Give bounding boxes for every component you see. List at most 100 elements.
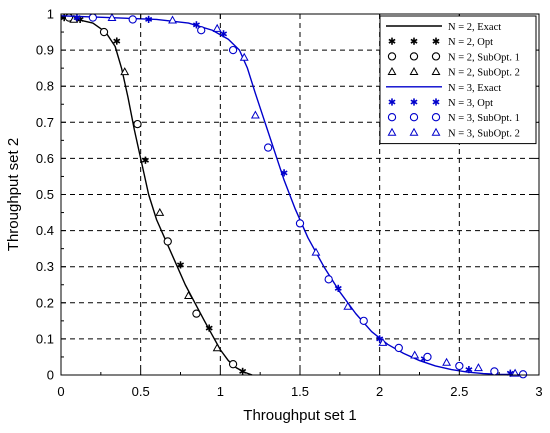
- legend-marker: [431, 127, 441, 136]
- data-point: [212, 343, 222, 352]
- y-axis-label: Throughput set 2: [5, 138, 22, 251]
- y-tick-label: 0.4: [36, 223, 54, 238]
- legend-marker: [409, 52, 419, 61]
- legend-marker: [431, 113, 441, 122]
- legend-marker: [431, 52, 441, 61]
- data-point: [518, 370, 528, 379]
- data-point: [99, 27, 109, 37]
- legend-entry: N = 2, SubOpt. 1: [387, 52, 520, 63]
- data-point: [394, 343, 403, 353]
- axis-ticks: 0 0.5 1 1.5 2 2.5 3 0 0.1 0.2 0.3 0.4 0.5 0.6 0.7 0.8 0.…: [36, 7, 543, 400]
- legend-marker: [388, 98, 396, 106]
- legend-label: N = 2, SubOpt. 1: [448, 52, 520, 63]
- y-tick-label: 1: [47, 7, 54, 22]
- x-tick-label: 2: [376, 384, 383, 399]
- data-point: [228, 360, 238, 369]
- data-point: [228, 45, 238, 55]
- data-point: [120, 67, 130, 76]
- series-7: [107, 12, 520, 377]
- data-point: [73, 14, 81, 22]
- data-point: [212, 23, 222, 32]
- legend-marker: [409, 66, 419, 75]
- y-tick-label: 0.9: [36, 43, 54, 58]
- legend-label: N = 3, SubOpt. 1: [448, 113, 520, 124]
- data-point: [176, 261, 185, 269]
- legend-marker: [387, 66, 397, 75]
- data-point: [220, 30, 228, 38]
- legend-entry: N = 2, Opt: [388, 37, 493, 48]
- data-point: [250, 110, 260, 119]
- data-point: [295, 219, 305, 228]
- data-point: [410, 350, 420, 359]
- y-tick-label: 0.3: [36, 259, 54, 274]
- legend: N = 2, Exact N = 2, Opt N = 2, SubOpt. 1 N …: [379, 15, 537, 145]
- x-tick-label: 0: [57, 384, 64, 399]
- data-point: [465, 365, 473, 374]
- y-tick-label: 0.8: [36, 79, 54, 94]
- data-point: [197, 26, 206, 35]
- legend-marker: [409, 127, 419, 136]
- legend-marker: [410, 37, 418, 45]
- data-point: [311, 247, 321, 256]
- y-tick-label: 0.5: [36, 187, 54, 202]
- series-6: [88, 13, 528, 379]
- legend-entry: N = 3, Opt: [388, 98, 493, 109]
- data-point: [239, 367, 247, 375]
- data-point: [510, 368, 520, 377]
- data-point: [184, 290, 193, 299]
- x-tick-label: 1.5: [291, 384, 309, 399]
- legend-marker: [387, 127, 397, 136]
- data-point: [192, 309, 201, 318]
- series-line: [60, 16, 253, 376]
- y-tick-label: 0.6: [36, 151, 54, 166]
- x-tick-label: 2.5: [450, 384, 468, 399]
- legend-label: N = 2, Opt: [448, 37, 493, 48]
- data-point: [141, 156, 149, 164]
- data-point: [455, 361, 464, 371]
- data-point: [324, 275, 333, 284]
- legend-entry: N = 3, SubOpt. 2: [387, 127, 520, 139]
- data-point: [423, 352, 432, 362]
- legend-entry: N = 3, Exact: [386, 83, 501, 94]
- x-axis-label: Throughput set 1: [243, 407, 356, 424]
- data-point: [155, 207, 165, 216]
- data-point: [163, 237, 172, 246]
- data-point: [378, 337, 388, 346]
- legend-marker: [432, 98, 440, 106]
- data-point: [280, 169, 288, 177]
- series-3: [69, 14, 222, 352]
- data-point: [490, 367, 499, 376]
- data-point: [442, 357, 452, 366]
- data-point: [474, 363, 483, 372]
- data-point: [145, 15, 153, 24]
- data-point: [88, 13, 98, 22]
- legend-marker: [409, 113, 419, 122]
- data-point: [263, 143, 273, 152]
- legend-marker: [431, 66, 441, 75]
- legend-label: N = 3, SubOpt. 2: [448, 128, 520, 139]
- x-tick-label: 0.5: [132, 384, 150, 399]
- legend-label: N = 2, Exact: [448, 22, 501, 33]
- legend-entry: N = 2, Exact: [386, 22, 501, 33]
- data-point: [192, 21, 200, 29]
- data-point: [133, 119, 142, 129]
- y-tick-label: 0.2: [36, 295, 54, 310]
- data-point: [168, 15, 177, 24]
- data-point: [128, 15, 137, 24]
- x-tick-label: 3: [535, 384, 542, 399]
- legend-marker: [432, 37, 440, 45]
- x-tick-label: 1: [217, 384, 224, 399]
- data-point: [205, 324, 213, 332]
- data-point: [334, 284, 342, 292]
- y-tick-label: 0.7: [36, 115, 54, 130]
- series-0: [60, 16, 253, 376]
- y-tick-label: 0: [47, 368, 54, 383]
- legend-entry: N = 3, SubOpt. 1: [387, 113, 520, 124]
- legend-box: [379, 15, 537, 145]
- series-2: [64, 13, 238, 369]
- data-point: [359, 316, 368, 325]
- data-point: [343, 301, 353, 310]
- legend-entry: N = 2, SubOpt. 2: [387, 66, 520, 79]
- legend-marker: [388, 37, 396, 45]
